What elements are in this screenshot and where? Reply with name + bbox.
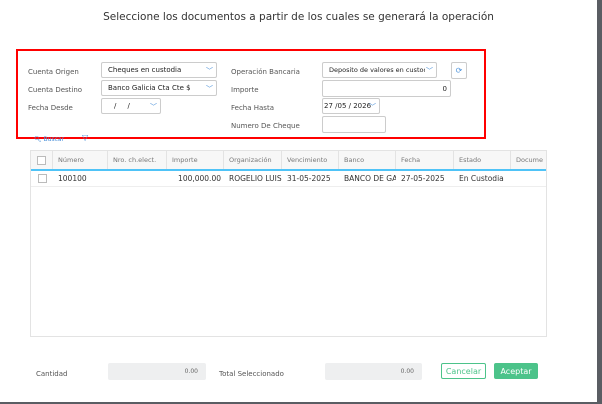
cuenta-destino-select[interactable]: Banco Galicia Cta Cte $ ﹀ bbox=[101, 80, 217, 96]
cantidad-value: 0.00 bbox=[108, 363, 206, 380]
filter-highlight-box bbox=[16, 49, 486, 139]
operacion-bancaria-value: Deposito de valores en custodi bbox=[329, 66, 425, 74]
column-header[interactable]: Estado bbox=[454, 151, 511, 169]
column-header[interactable]: Importe bbox=[167, 151, 224, 169]
select-all-checkbox[interactable] bbox=[31, 151, 53, 169]
fecha-hasta-input[interactable]: 27 /05 / 2026 ﹀ bbox=[322, 98, 380, 114]
cell-organizacion: ROGELIO LUIS bbox=[229, 174, 282, 183]
fecha-desde-label: Fecha Desde bbox=[28, 104, 73, 112]
chevron-down-icon: ﹀ bbox=[206, 67, 213, 75]
cell-importe: 100,000.00 bbox=[178, 174, 221, 183]
cell-estado: En Custodia bbox=[459, 174, 504, 183]
fecha-hasta-label: Fecha Hasta bbox=[231, 104, 274, 112]
chevron-down-icon: ﹀ bbox=[369, 103, 376, 111]
column-header[interactable]: Fecha bbox=[396, 151, 454, 169]
chevron-down-icon: ﹀ bbox=[426, 67, 433, 75]
cuenta-destino-label: Cuenta Destino bbox=[28, 86, 83, 94]
search-button[interactable]: 🔍︎ Buscar bbox=[34, 136, 64, 143]
numero-cheque-label: Numero De Cheque bbox=[231, 122, 300, 130]
refresh-icon: ⟳ bbox=[455, 66, 463, 75]
table-row[interactable]: 100100 100,000.00 ROGELIO LUIS 31-05-202… bbox=[31, 171, 546, 187]
cuenta-origen-value: Cheques en custodia bbox=[108, 66, 182, 74]
column-header[interactable]: Banco bbox=[339, 151, 396, 169]
column-header[interactable]: Docume bbox=[516, 156, 544, 164]
accept-button[interactable]: Aceptar bbox=[494, 363, 538, 379]
column-header[interactable]: Nro. ch.elect. bbox=[108, 151, 167, 169]
cantidad-label: Cantidad bbox=[36, 370, 68, 378]
table-header: Número Nro. ch.elect. Importe Organizaci… bbox=[31, 151, 546, 171]
chevron-down-icon: ﹀ bbox=[206, 85, 213, 93]
cell-nro-ch-elect bbox=[108, 171, 167, 186]
column-header[interactable]: Vencimiento bbox=[282, 151, 339, 169]
cell-fecha: 27-05-2025 bbox=[401, 174, 445, 183]
cuenta-origen-select[interactable]: Cheques en custodia ﹀ bbox=[101, 62, 217, 78]
cell-vencimiento: 31-05-2025 bbox=[287, 174, 331, 183]
total-seleccionado-value: 0.00 bbox=[325, 363, 422, 380]
search-label: Buscar bbox=[43, 136, 65, 143]
filter-icon[interactable]: ▽ bbox=[82, 133, 89, 142]
chevron-down-icon: ﹀ bbox=[150, 103, 157, 111]
cell-numero: 100100 bbox=[58, 174, 87, 183]
cuenta-destino-value: Banco Galicia Cta Cte $ bbox=[108, 84, 191, 92]
row-checkbox[interactable] bbox=[31, 171, 53, 186]
cell-documento bbox=[511, 171, 546, 186]
dialog-title: Seleccione los documentos a partir de lo… bbox=[103, 11, 494, 23]
search-icon: 🔍︎ bbox=[34, 136, 42, 143]
fecha-desde-value: / / bbox=[114, 102, 130, 110]
cell-banco: BANCO DE GAL bbox=[344, 174, 396, 183]
importe-input[interactable]: 0 bbox=[322, 80, 451, 97]
fecha-desde-input[interactable]: / / ﹀ bbox=[101, 98, 161, 114]
total-seleccionado-label: Total Seleccionado bbox=[219, 370, 284, 378]
operacion-bancaria-label: Operación Bancaria bbox=[231, 68, 300, 76]
cuenta-origen-label: Cuenta Origen bbox=[28, 68, 79, 76]
column-header[interactable]: Número bbox=[53, 151, 108, 169]
documents-table: Número Nro. ch.elect. Importe Organizaci… bbox=[30, 150, 547, 337]
fecha-hasta-value: 27 /05 / 2026 bbox=[324, 102, 372, 110]
importe-label: Importe bbox=[231, 86, 259, 94]
refresh-button[interactable]: ⟳ bbox=[451, 62, 467, 79]
numero-cheque-input[interactable] bbox=[322, 116, 386, 133]
cancel-button[interactable]: Cancelar bbox=[441, 363, 486, 379]
operacion-bancaria-select[interactable]: Deposito de valores en custodi ﹀ bbox=[322, 62, 437, 78]
column-header[interactable]: Organización bbox=[224, 151, 282, 169]
